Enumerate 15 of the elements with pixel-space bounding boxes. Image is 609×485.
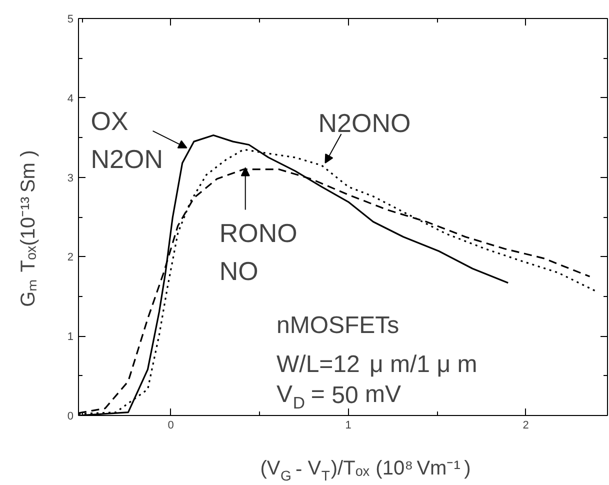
y-tick-label: 4 [67, 92, 74, 105]
annotation: OX N2ON [90, 106, 164, 174]
y-tick-label: 5 [67, 14, 74, 26]
y-axis-title: Gₘ Tₒₓ(10⁻¹³ Sm ) [18, 150, 40, 307]
annotation: N2ONO [318, 108, 411, 138]
x-tick-label: 1 [345, 420, 352, 432]
y-tick-label: 0 [67, 410, 74, 422]
annotation: nMOSFETs [276, 312, 400, 339]
x-tick-label: 2 [522, 420, 529, 432]
y-tick-label: 2 [67, 252, 74, 264]
y-tick-label: 3 [67, 172, 74, 184]
x-tick-label: 0 [168, 420, 174, 432]
annotation: RONO NO [219, 218, 298, 286]
y-tick-label: 1 [67, 331, 74, 344]
annotation: W/L=12 μ m/1 μ m [276, 351, 478, 378]
